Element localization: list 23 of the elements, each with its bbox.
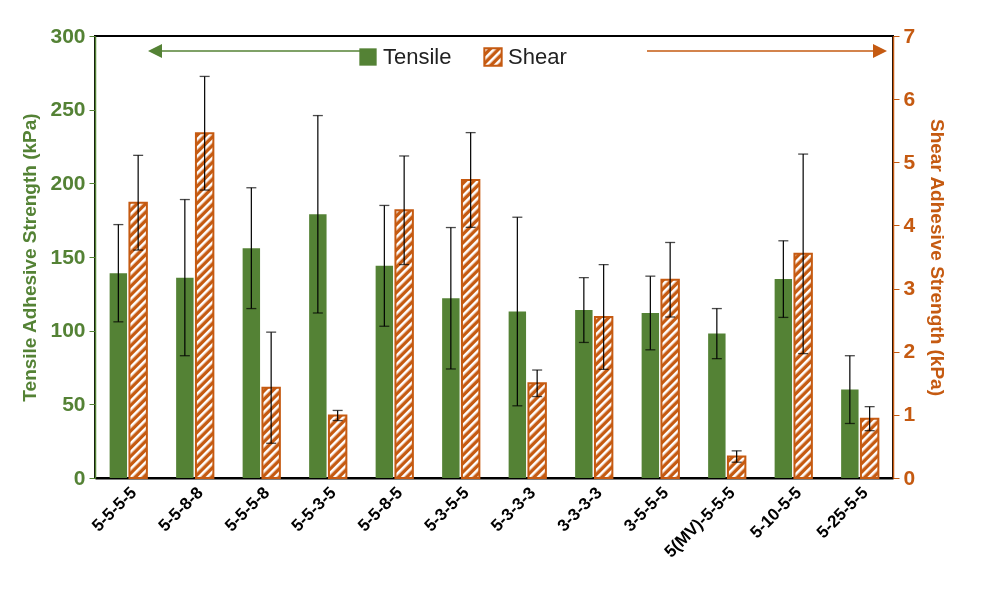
y2-tick-label: 3	[903, 276, 916, 300]
y-tick-label: 250	[50, 97, 86, 121]
y2-tick-label: 7	[903, 23, 916, 47]
y-axis-title: Tensile Adhesive Strength (kPa)	[19, 113, 41, 402]
y2-tick-label: 1	[903, 402, 916, 426]
bar	[309, 214, 327, 478]
y2-tick-label: 0	[903, 465, 916, 489]
legend-label: Tensile	[383, 44, 452, 69]
y-tick-label: 100	[50, 318, 86, 342]
y2-axis-title: Shear Adhesive Strength (kPa)	[927, 119, 949, 396]
bar	[242, 248, 261, 478]
bar	[708, 333, 726, 478]
y-tick-label: 50	[62, 391, 86, 415]
y2-tick-label: 2	[903, 339, 916, 363]
y2-tick-label: 5	[903, 149, 916, 173]
legend-label: Shear	[508, 44, 567, 69]
y2-tick-label: 6	[903, 86, 916, 110]
y-tick-label: 200	[50, 170, 86, 194]
bar	[726, 455, 747, 479]
y2-tick-label: 4	[903, 212, 916, 236]
y-tick-label: 300	[50, 23, 86, 47]
y-tick-label: 0	[73, 465, 86, 489]
y-tick-label: 150	[50, 244, 86, 268]
